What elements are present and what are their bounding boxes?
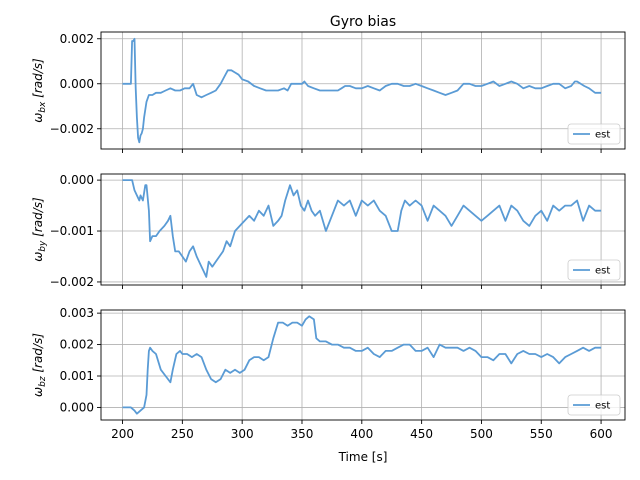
legend-label: est <box>595 130 610 141</box>
y-tick-label: 0.003 <box>60 306 94 320</box>
y-tick-label: −0.002 <box>50 275 94 289</box>
x-tick-label: 500 <box>470 427 493 441</box>
legend-box <box>567 394 621 416</box>
y-tick-label: −0.002 <box>50 122 94 136</box>
x-tick-label: 450 <box>410 427 433 441</box>
x-tick-label: 200 <box>111 427 134 441</box>
series-line-est <box>122 179 602 278</box>
subplot-3: 200 250 300 350 400 450 500 550 600 0.003 0.002 0.0… <box>31 306 626 441</box>
x-axis-label: Time [s] <box>338 450 388 464</box>
series-line-est <box>122 37 602 144</box>
y-tick-label: 0.001 <box>60 369 94 383</box>
legend: est <box>567 259 621 281</box>
x-tick-label: 350 <box>291 427 314 441</box>
legend-box <box>567 259 621 281</box>
series-line-est <box>122 315 602 415</box>
x-tick-label: 250 <box>171 427 194 441</box>
y-axis-label: ωby [rad/s] <box>31 197 48 262</box>
y-tick-label: −0.001 <box>50 224 94 238</box>
y-axis-label: ωbz [rad/s] <box>31 333 48 397</box>
legend: est <box>567 123 621 145</box>
legend: est <box>567 394 621 416</box>
legend-label: est <box>595 401 610 412</box>
axes-frame <box>100 173 626 286</box>
y-axis-label: ωbx [rad/s] <box>31 58 48 123</box>
x-tick-label: 550 <box>530 427 553 441</box>
legend-label: est <box>595 266 610 277</box>
x-tick-label: 300 <box>231 427 254 441</box>
y-tick-label: 0.002 <box>60 32 94 46</box>
y-tick-label: 0.000 <box>60 400 94 414</box>
y-tick-label: 0.000 <box>60 77 94 91</box>
x-tick-label: 400 <box>350 427 373 441</box>
y-tick-label: 0.002 <box>60 338 94 352</box>
chart-title: Gyro bias <box>330 14 396 30</box>
y-tick-label: 0.000 <box>60 173 94 187</box>
legend-box <box>567 123 621 145</box>
axes-frame <box>100 309 626 421</box>
x-tick-label: 600 <box>590 427 613 441</box>
axes-frame <box>100 31 626 150</box>
